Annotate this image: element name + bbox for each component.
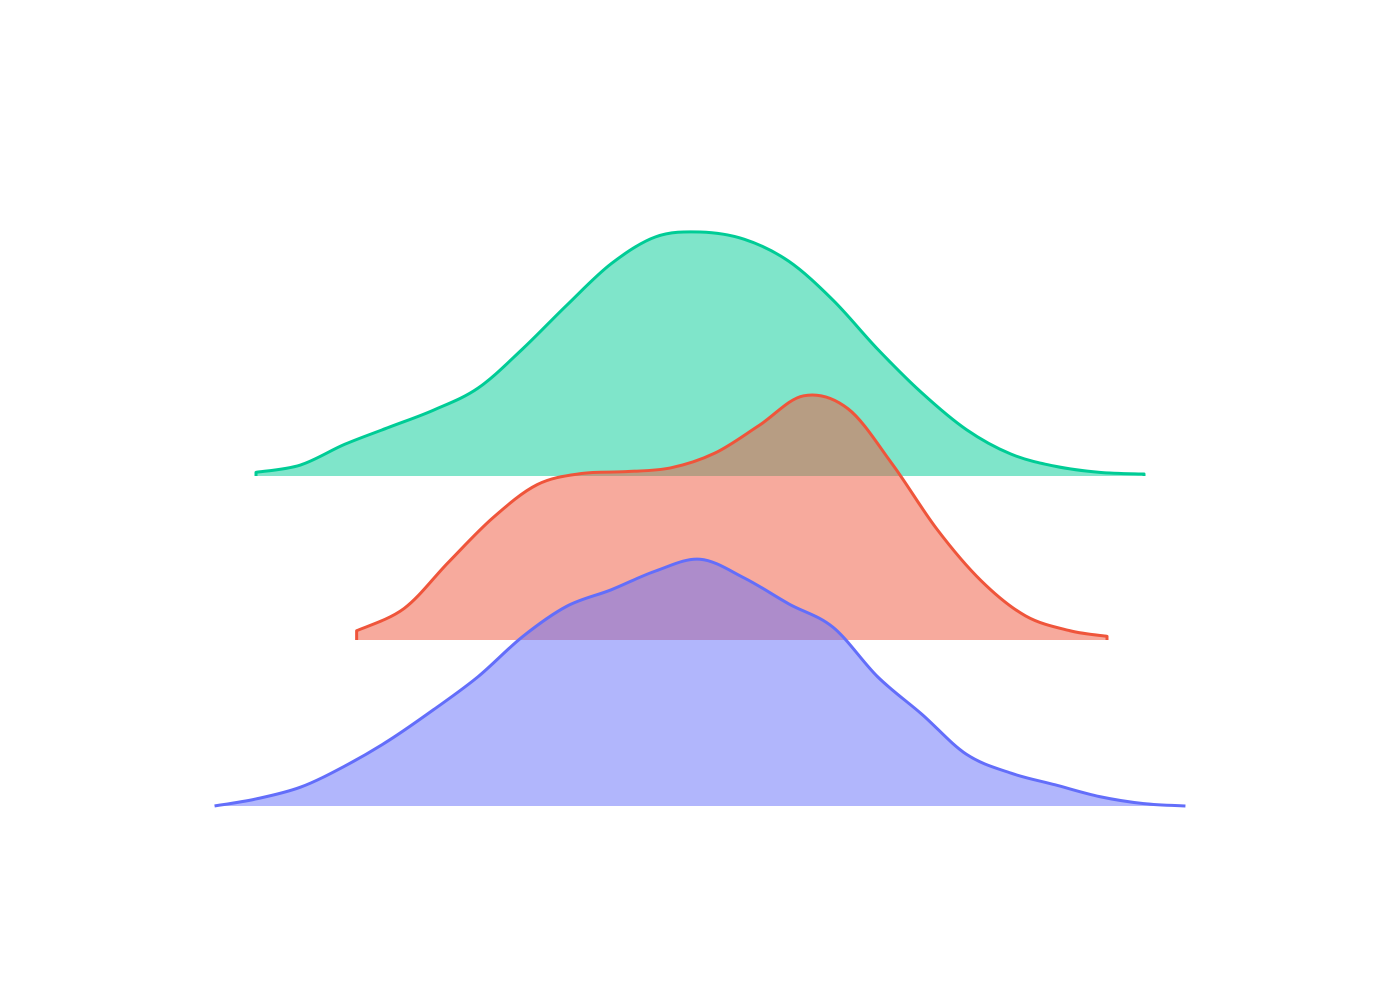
ridge-outline-3 — [214, 557, 1186, 808]
ridge-series-3 — [214, 557, 1186, 808]
ridge-area-3 — [214, 559, 1186, 806]
ridge-area-1 — [256, 231, 1144, 476]
ridge-layers — [214, 230, 1186, 808]
ridge-area-2 — [356, 394, 1107, 640]
ridge-series-2 — [355, 393, 1109, 640]
ridge-outline-2 — [355, 393, 1109, 640]
ridge-series-1 — [254, 230, 1146, 476]
ridge-outline-1 — [254, 230, 1146, 476]
